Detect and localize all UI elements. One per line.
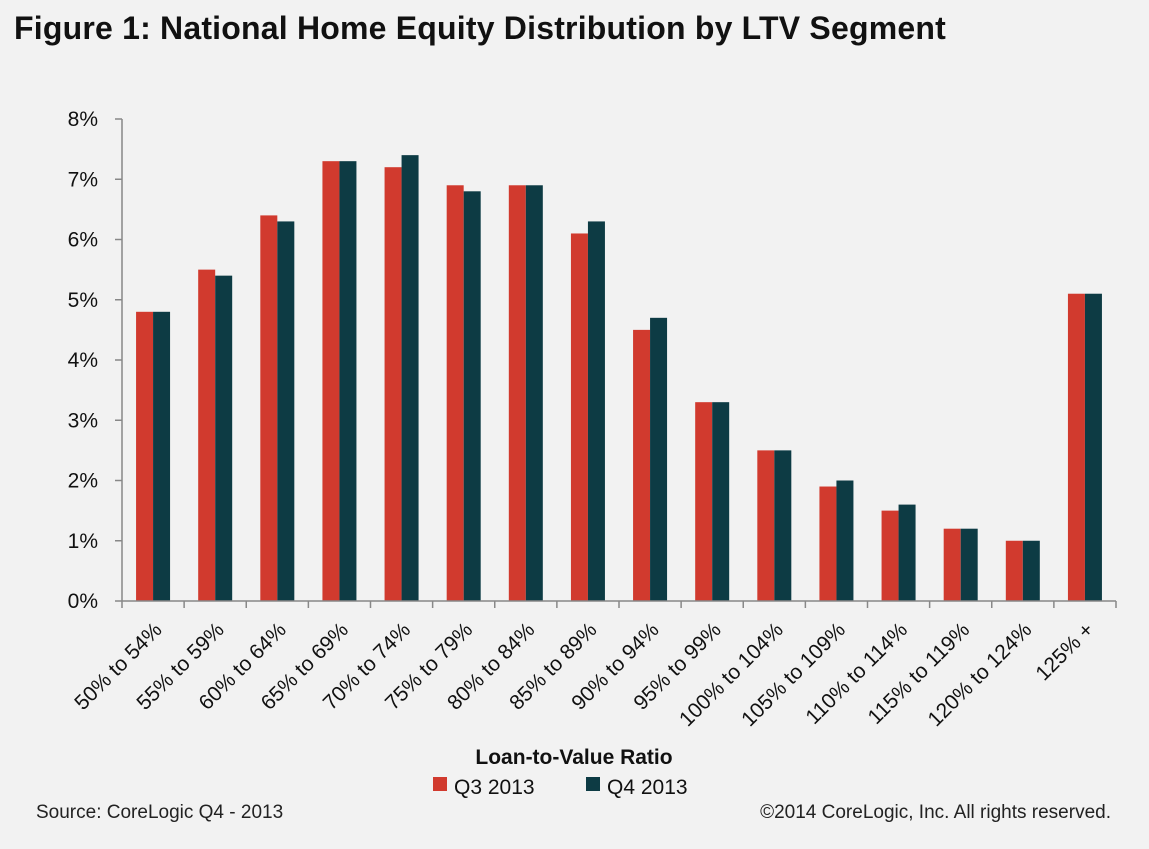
bar-q4-2013	[960, 528, 978, 601]
y-tick-label: 2%	[68, 470, 98, 493]
bar-q4-2013	[153, 311, 171, 601]
legend-label: Q3 2013	[454, 776, 535, 799]
chart-title: Figure 1: National Home Equity Distribut…	[14, 10, 946, 46]
bar-q4-2013	[215, 275, 233, 601]
x-axis-title: Loan-to-Value Ratio	[475, 746, 672, 769]
source-note: Source: CoreLogic Q4 - 2013	[36, 802, 284, 823]
bar-q4-2013	[463, 191, 481, 602]
bar-q3-2013	[1005, 540, 1023, 601]
y-axis: 0% 1% 2% 3% 4% 5% 6% 7% 8%	[68, 108, 123, 613]
bar-q3-2013	[570, 233, 588, 601]
bar-q4-2013	[525, 185, 543, 601]
y-tick-label: 7%	[68, 168, 98, 191]
bars-group	[136, 155, 1102, 602]
bar-q3-2013	[322, 161, 340, 602]
bar-q3-2013	[695, 402, 713, 601]
bar-q4-2013	[774, 450, 792, 601]
legend: Q3 2013 Q4 2013	[433, 776, 688, 799]
bar-q3-2013	[1067, 293, 1085, 601]
bar-q4-2013	[712, 402, 730, 601]
bar-q4-2013	[650, 317, 668, 601]
legend-swatch	[586, 777, 600, 791]
bar-q3-2013	[508, 185, 526, 601]
y-tick-label: 5%	[68, 289, 98, 312]
bar-q4-2013	[1084, 293, 1102, 601]
bar-q3-2013	[881, 510, 899, 601]
bar-q3-2013	[446, 185, 464, 601]
y-tick-label: 6%	[68, 229, 98, 252]
bar-q4-2013	[898, 504, 916, 601]
x-tick-label: 125% +	[1031, 618, 1098, 685]
bar-q4-2013	[339, 161, 357, 602]
y-tick-label: 0%	[68, 590, 98, 613]
bar-q4-2013	[401, 155, 419, 601]
bar-q3-2013	[136, 311, 154, 601]
bar-q3-2013	[943, 528, 961, 601]
bar-q3-2013	[198, 269, 216, 601]
y-tick-label: 4%	[68, 349, 98, 372]
bar-q3-2013	[819, 486, 837, 601]
legend-swatch	[433, 777, 447, 791]
x-axis: 50% to 54%55% to 59%60% to 64%65% to 69%…	[70, 600, 1117, 731]
bar-q4-2013	[836, 480, 854, 601]
bar-q3-2013	[260, 215, 278, 601]
bar-q3-2013	[757, 450, 775, 601]
bar-q4-2013	[1022, 540, 1040, 601]
y-tick-label: 8%	[68, 108, 98, 131]
bar-q3-2013	[384, 167, 402, 601]
y-tick-label: 3%	[68, 409, 98, 432]
y-tick-label: 1%	[68, 530, 98, 553]
copyright-note: ©2014 CoreLogic, Inc. All rights reserve…	[760, 802, 1111, 823]
bar-q3-2013	[633, 329, 651, 601]
legend-label: Q4 2013	[607, 776, 688, 799]
bar-q4-2013	[277, 221, 295, 602]
bar-q4-2013	[587, 221, 605, 602]
